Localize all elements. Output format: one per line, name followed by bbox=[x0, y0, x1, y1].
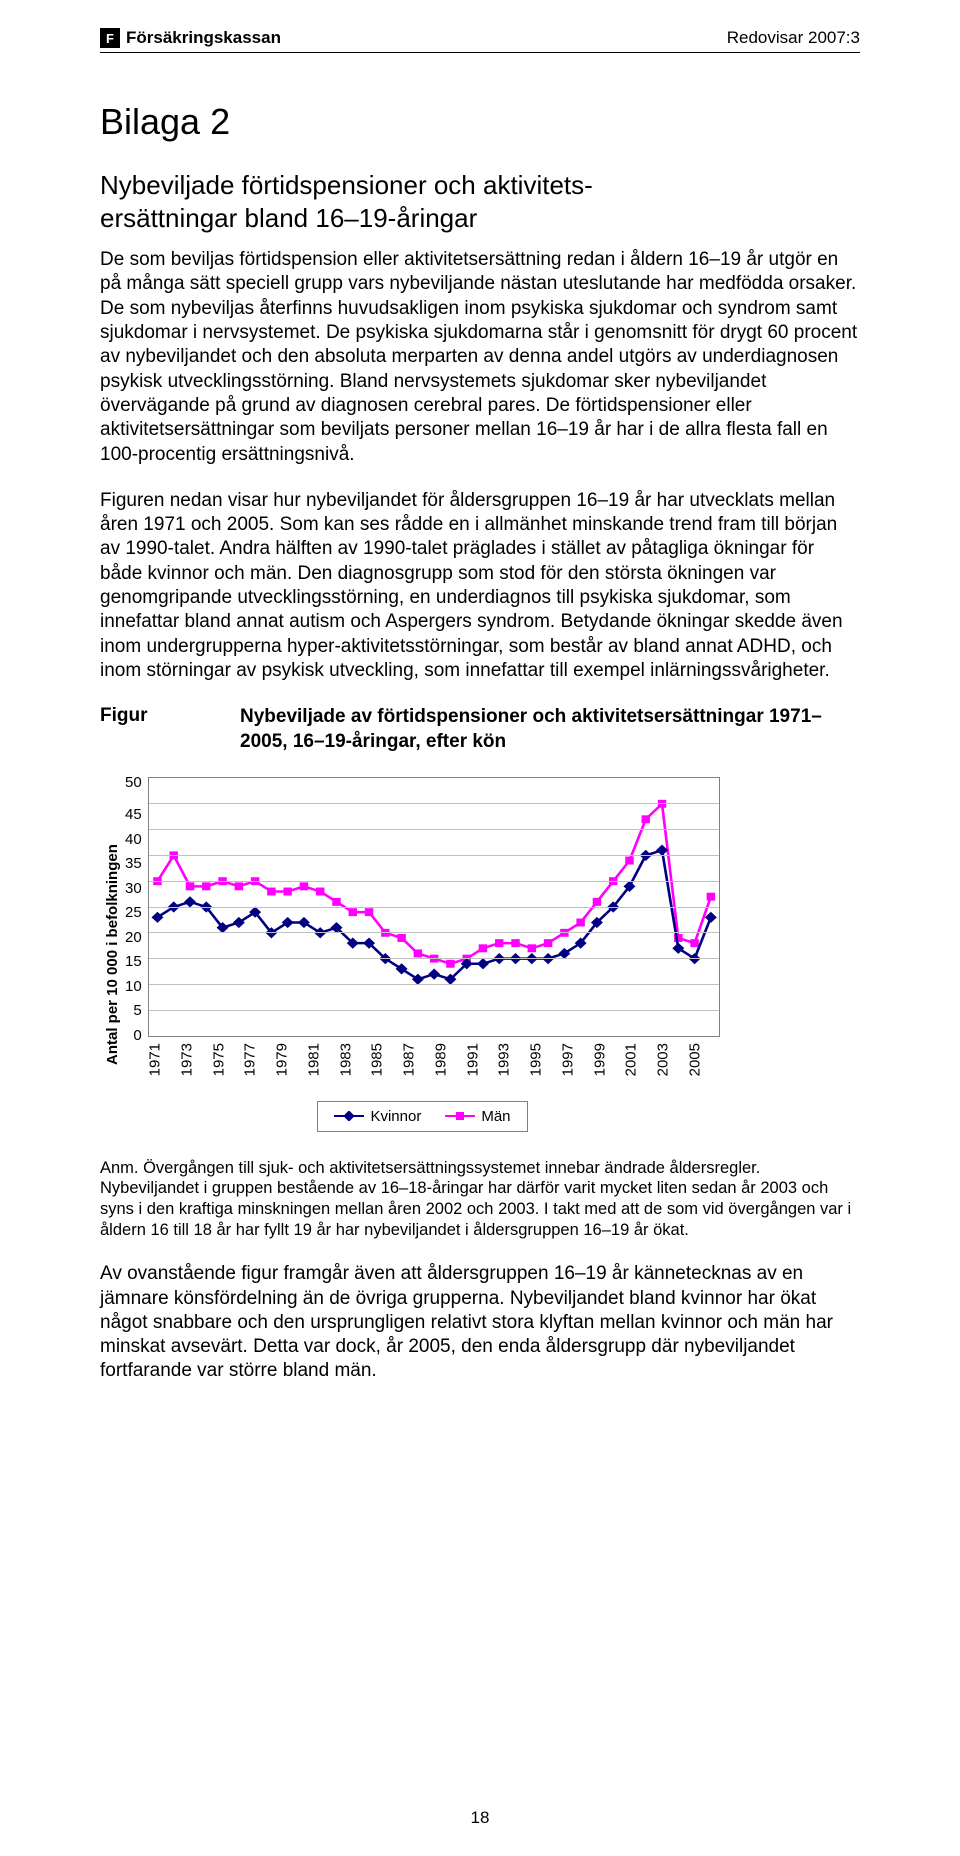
marker-män bbox=[234, 882, 242, 890]
x-tick: 2005 bbox=[687, 1043, 704, 1076]
marker-män bbox=[397, 934, 405, 942]
marker-män bbox=[690, 939, 698, 947]
chart-container: Antal per 10 000 i befolkningen 50454035… bbox=[100, 777, 720, 1132]
y-tick: 35 bbox=[125, 856, 142, 871]
x-tick: 1987 bbox=[401, 1043, 418, 1076]
y-tick: 0 bbox=[133, 1028, 141, 1043]
y-axis-label: Antal per 10 000 i befolkningen bbox=[100, 777, 125, 1132]
x-tick: 1993 bbox=[496, 1043, 513, 1076]
marker-män bbox=[316, 887, 324, 895]
marker-män bbox=[413, 949, 421, 957]
legend-label-kvinnor: Kvinnor bbox=[370, 1108, 421, 1125]
y-tick: 40 bbox=[125, 832, 142, 847]
y-tick: 20 bbox=[125, 930, 142, 945]
x-tick: 1973 bbox=[178, 1043, 195, 1076]
marker-män bbox=[592, 898, 600, 906]
legend-item-man: Män bbox=[445, 1108, 510, 1125]
x-tick: 1995 bbox=[528, 1043, 545, 1076]
marker-män bbox=[625, 856, 633, 864]
x-tick: 1971 bbox=[147, 1043, 164, 1076]
marker-män bbox=[348, 908, 356, 916]
figure-footnote: Anm. Övergången till sjuk- och aktivitet… bbox=[100, 1158, 860, 1241]
marker-män bbox=[299, 882, 307, 890]
page-number: 18 bbox=[0, 1808, 960, 1828]
marker-män bbox=[332, 898, 340, 906]
y-tick: 10 bbox=[125, 979, 142, 994]
y-tick: 5 bbox=[133, 1003, 141, 1018]
brand-logo: F Försäkringskassan bbox=[100, 28, 281, 48]
marker-män bbox=[576, 918, 584, 926]
x-tick: 1997 bbox=[559, 1043, 576, 1076]
marker-män bbox=[641, 815, 649, 823]
marker-män bbox=[544, 939, 552, 947]
x-tick: 1983 bbox=[337, 1043, 354, 1076]
marker-män bbox=[478, 944, 486, 952]
legend-label-man: Män bbox=[481, 1108, 510, 1125]
x-tick: 1991 bbox=[464, 1043, 481, 1076]
page-subtitle: Nybeviljade förtidspensioner och aktivit… bbox=[100, 169, 860, 234]
marker-män bbox=[202, 882, 210, 890]
document-id: Redovisar 2007:3 bbox=[727, 28, 860, 48]
marker-män bbox=[511, 939, 519, 947]
marker-kvinnor bbox=[428, 968, 440, 979]
marker-män bbox=[283, 887, 291, 895]
x-tick: 1975 bbox=[210, 1043, 227, 1076]
page-title: Bilaga 2 bbox=[100, 101, 860, 143]
x-tick: 1981 bbox=[305, 1043, 322, 1076]
y-tick: 50 bbox=[125, 775, 142, 790]
brand-name: Försäkringskassan bbox=[126, 28, 281, 48]
marker-män bbox=[706, 892, 714, 900]
paragraph-1: De som beviljas förtidspension eller akt… bbox=[100, 248, 860, 467]
figure-label: Figur bbox=[100, 705, 240, 754]
marker-kvinnor bbox=[477, 958, 489, 969]
y-tick: 30 bbox=[125, 881, 142, 896]
y-tick: 15 bbox=[125, 954, 142, 969]
x-tick: 1999 bbox=[591, 1043, 608, 1076]
x-tick: 1979 bbox=[274, 1043, 291, 1076]
x-tick: 2003 bbox=[655, 1043, 672, 1076]
x-axis-ticks: 1971197319751977197919811983198519871989… bbox=[155, 1043, 695, 1089]
marker-kvinnor bbox=[705, 911, 717, 922]
square-icon bbox=[455, 1111, 465, 1121]
chart-legend: Kvinnor Män bbox=[317, 1101, 527, 1132]
diamond-icon bbox=[344, 1111, 354, 1121]
plot-area bbox=[148, 777, 720, 1037]
marker-män bbox=[267, 887, 275, 895]
logo-mark: F bbox=[100, 28, 120, 48]
marker-män bbox=[365, 908, 373, 916]
y-tick: 25 bbox=[125, 905, 142, 920]
page-header: F Försäkringskassan Redovisar 2007:3 bbox=[100, 28, 860, 53]
y-tick: 45 bbox=[125, 807, 142, 822]
x-tick: 1989 bbox=[432, 1043, 449, 1076]
marker-män bbox=[527, 944, 535, 952]
figure-title: Nybeviljade av förtidspensioner och akti… bbox=[240, 705, 860, 754]
marker-män bbox=[446, 959, 454, 967]
x-tick: 1985 bbox=[369, 1043, 386, 1076]
y-axis-ticks: 50454035302520151050 bbox=[125, 777, 148, 1037]
x-tick: 1977 bbox=[242, 1043, 259, 1076]
figure-heading: Figur Nybeviljade av förtidspensioner oc… bbox=[100, 705, 860, 754]
paragraph-3: Av ovanstående figur framgår även att ål… bbox=[100, 1262, 860, 1384]
marker-män bbox=[185, 882, 193, 890]
marker-kvinnor bbox=[184, 896, 196, 907]
x-tick: 2001 bbox=[623, 1043, 640, 1076]
legend-item-kvinnor: Kvinnor bbox=[334, 1108, 421, 1125]
paragraph-2: Figuren nedan visar hur nybeviljandet fö… bbox=[100, 489, 860, 684]
marker-män bbox=[495, 939, 503, 947]
